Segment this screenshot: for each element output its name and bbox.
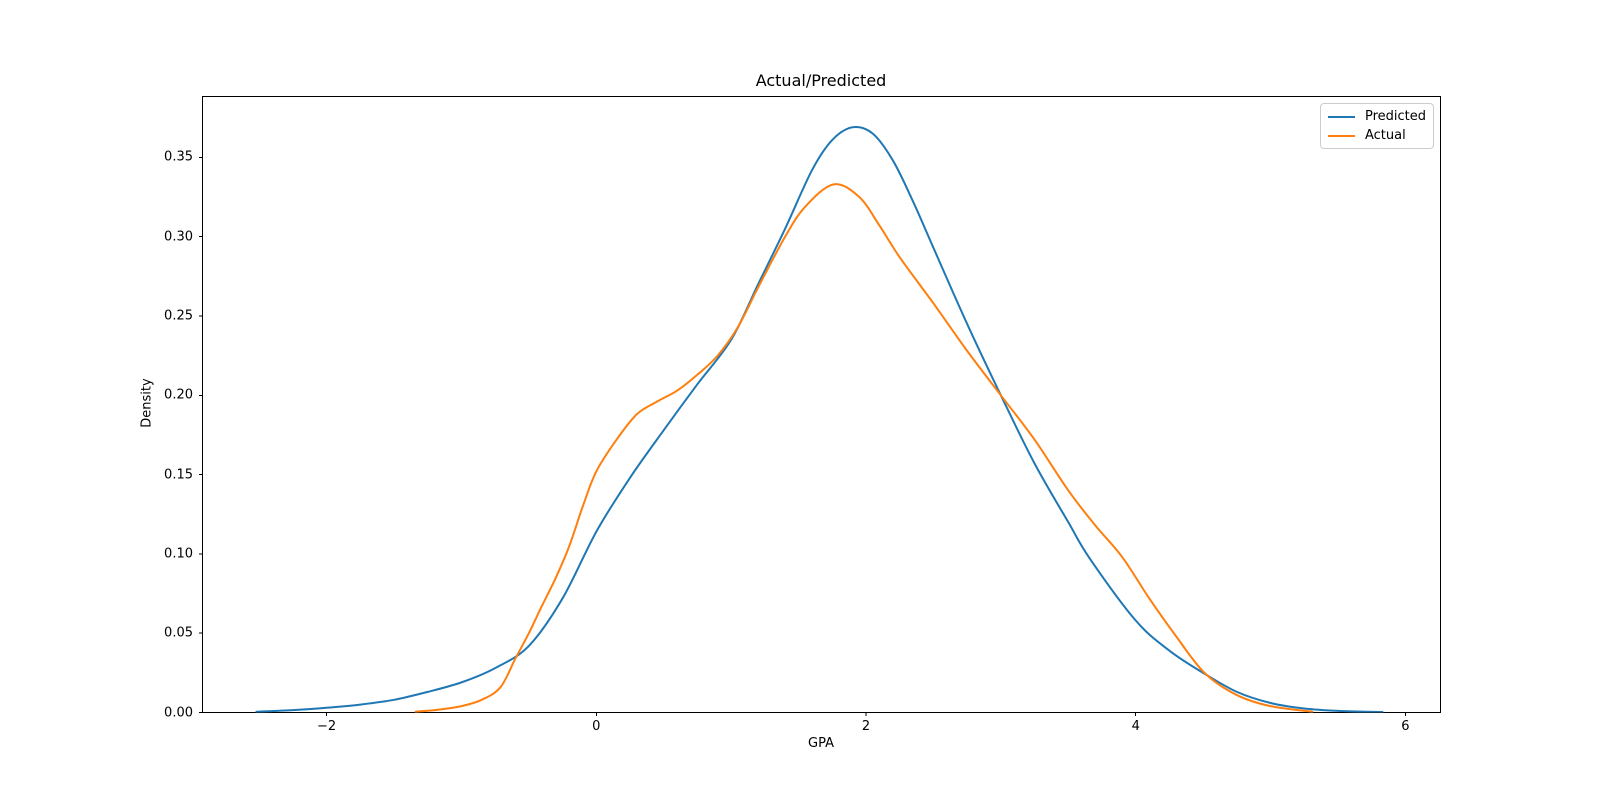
y-tick-label: 0.10 [164,546,193,562]
actual-line [414,183,1314,713]
y-tick-label: 0.30 [164,229,193,245]
y-axis-label: Density [139,378,155,428]
axes-box [202,96,1441,713]
chart-title: Actual/Predicted [755,71,887,90]
predicted-line-swatch [1328,115,1355,118]
y-tick-marks [199,156,203,713]
legend-label-predicted: Predicted [1365,109,1427,124]
y-tick-label: 0.05 [164,625,193,641]
y-tick-label: 0.15 [164,467,193,483]
predicted-line [255,126,1384,713]
x-tick-label: 2 [861,719,871,734]
legend-label-actual: Actual [1365,128,1406,143]
legend-item-actual: Actual [1328,128,1425,143]
x-tick-label: 4 [1131,719,1140,734]
x-tick-marks [326,712,1406,716]
x-tick-label: 6 [1401,719,1410,734]
y-tick-label: 0.35 [164,149,193,165]
x-tick-label: 0 [592,719,601,734]
legend: Predicted Actual [1320,103,1434,149]
legend-item-predicted: Predicted [1328,109,1427,124]
y-tick-label: 0.00 [164,705,193,720]
y-tick-label: 0.20 [164,387,193,403]
x-axis-label: GPA [808,736,834,751]
actual-line-swatch [1328,134,1355,137]
y-tick-label: 0.25 [164,308,193,324]
x-tick-label: −2 [316,719,337,734]
